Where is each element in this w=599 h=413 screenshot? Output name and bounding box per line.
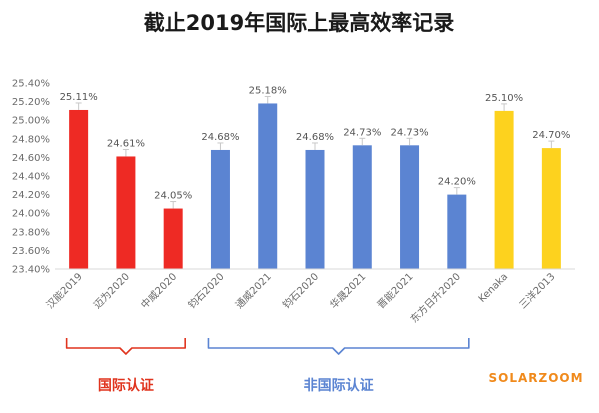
bar: [305, 149, 325, 269]
bar: [258, 103, 278, 270]
data-labels: 25.11% 24.61% 24.05% 24.68% 25.18% 24.68% 24.7…: [60, 85, 571, 201]
y-tick-label: 24.80%: [12, 134, 50, 145]
y-tick-label: 23.60%: [12, 246, 50, 257]
solarzoom-watermark: SOLARZOOM: [488, 371, 583, 385]
data-label: 24.61%: [107, 138, 145, 149]
group-brackets: 国际认证 非国际认证: [65, 338, 470, 394]
x-tick-label: 钧石2020: [186, 271, 227, 312]
x-tick-label: 三洋2013: [516, 270, 557, 311]
bar: [494, 110, 514, 270]
data-label: 24.73%: [343, 127, 381, 138]
group-bracket: [207, 338, 470, 355]
group-label: 非国际认证: [304, 377, 374, 394]
y-tick-label: 23.80%: [12, 227, 50, 238]
data-label: 24.05%: [154, 191, 192, 202]
data-label: 25.11%: [60, 92, 98, 103]
bar: [352, 145, 372, 269]
bar: [447, 194, 467, 269]
y-tick-label: 24.60%: [12, 153, 50, 164]
y-tick-label: 24.20%: [12, 190, 50, 201]
y-axis: 23.40% 23.60% 23.80% 24.00% 24.20% 24.40% 24.6…: [12, 79, 50, 276]
bar: [69, 109, 89, 269]
bar: [163, 208, 183, 269]
data-label: 25.18%: [249, 85, 287, 96]
data-label: 24.68%: [296, 132, 334, 143]
y-tick-label: 25.00%: [12, 116, 50, 127]
y-tick-label: 25.20%: [12, 97, 50, 108]
data-label: 24.20%: [438, 177, 476, 188]
bar: [400, 145, 420, 269]
group-label: 国际认证: [98, 377, 154, 394]
x-tick-label: Kenaka: [477, 271, 511, 305]
bar: [541, 148, 561, 269]
y-tick-label: 25.40%: [12, 79, 50, 90]
data-label: 25.10%: [485, 93, 523, 104]
x-tick-label: 华晟2021: [327, 270, 368, 311]
x-tick-label: 东方日升2020: [407, 270, 462, 325]
y-tick-label: 23.40%: [12, 265, 50, 276]
chart-title: 截止2019年国际上最高效率记录: [144, 11, 454, 35]
x-tick-label: 中威2020: [138, 270, 179, 311]
x-tick-label: 钧石2020: [280, 271, 321, 312]
x-tick-label: 迈为2020: [91, 271, 132, 312]
x-tick-label: 汉能2019: [43, 270, 84, 311]
x-axis: 汉能2019 迈为2020 中威2020 钧石2020 通威2021 钧石2020 华晟20…: [43, 268, 575, 325]
data-label: 24.68%: [201, 132, 239, 143]
bars: [69, 95, 561, 270]
x-tick-label: 通威2021: [233, 270, 274, 311]
y-tick-label: 24.00%: [12, 209, 50, 220]
group-bracket: [65, 338, 186, 355]
bar: [210, 149, 230, 269]
data-label: 24.70%: [532, 130, 570, 141]
y-tick-label: 24.40%: [12, 172, 50, 183]
x-tick-label: 晋能2021: [374, 270, 415, 311]
bar: [116, 156, 136, 269]
data-label: 24.73%: [390, 127, 428, 138]
